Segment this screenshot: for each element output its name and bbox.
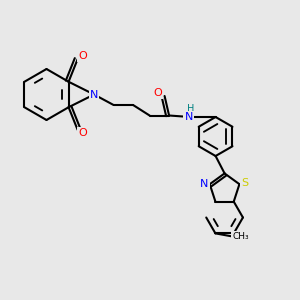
Text: S: S	[241, 178, 248, 188]
Text: O: O	[154, 88, 162, 98]
Text: N: N	[184, 112, 193, 122]
Text: O: O	[79, 128, 87, 138]
Text: N: N	[200, 178, 208, 189]
Text: H: H	[187, 103, 194, 114]
Text: O: O	[79, 51, 87, 61]
Text: CH₃: CH₃	[232, 232, 249, 241]
Text: N: N	[90, 89, 98, 100]
